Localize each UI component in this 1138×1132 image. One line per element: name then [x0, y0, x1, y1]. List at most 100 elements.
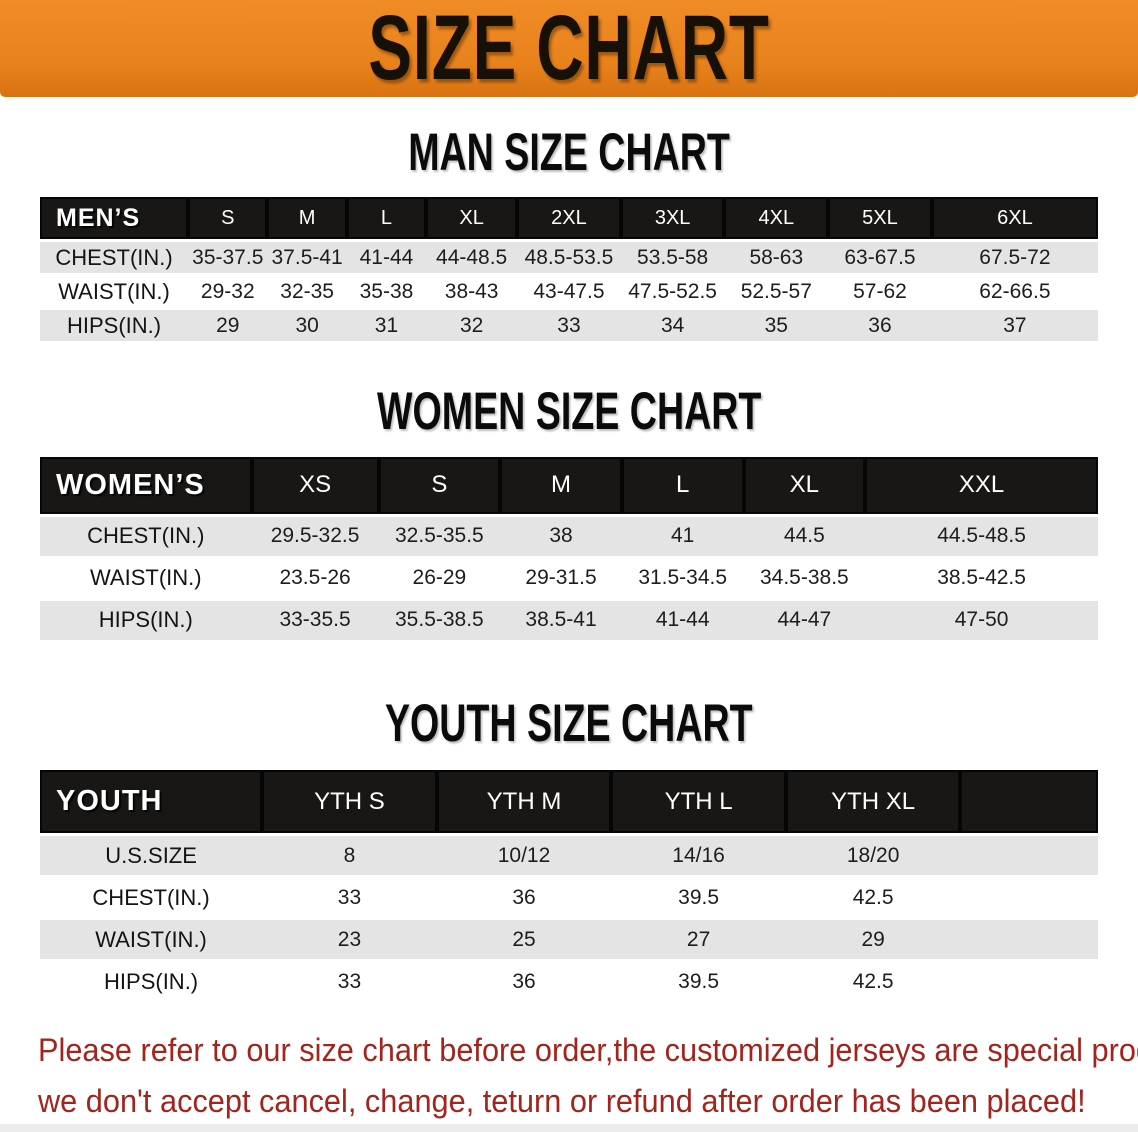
column-header: L: [346, 197, 427, 240]
table-cell: 48.5-53.5: [517, 242, 621, 274]
table-row: WAIST(IN.) 23.5-26 26-29 29-31.5 31.5-34.5 34…: [40, 558, 1098, 598]
men-section-title: MAN SIZE CHART: [0, 121, 1138, 182]
table-row: U.S.SIZE 8 10/12 14/16 18/20: [40, 836, 1098, 876]
table-row: WAIST(IN.) 23 25 27 29: [40, 920, 1098, 960]
table-cell: 35-37.5: [188, 242, 268, 274]
column-header: YTH S: [262, 770, 437, 834]
column-header: M: [500, 456, 622, 514]
table-row: WAIST(IN.) 29-32 32-35 35-38 38-43 43-47.5 47.…: [40, 276, 1098, 308]
table-row: HIPS(IN.) 33-35.5 35.5-38.5 38.5-41 41-44 44-…: [40, 600, 1098, 640]
column-header: S: [378, 456, 501, 514]
banner: SIZE CHART: [0, 0, 1138, 99]
column-header: XL: [743, 456, 866, 514]
column-header: 4XL: [724, 197, 829, 240]
row-label: CHEST(IN.): [40, 516, 252, 556]
filler-cell: [960, 770, 1098, 834]
table-cell: 38.5-41: [500, 600, 622, 640]
row-label: U.S.SIZE: [40, 836, 263, 876]
table-cell: 32.5-35.5: [378, 516, 501, 556]
youth-section-title: YOUTH SIZE CHART: [0, 692, 1138, 752]
table-row: CHEST(IN.) 33 36 39.5 42.5: [40, 878, 1098, 918]
table-cell: 47-50: [865, 600, 1098, 640]
table-cell: 23.5-26: [251, 558, 379, 598]
table-cell: 57-62: [828, 276, 932, 308]
table-cell: 27: [611, 920, 786, 960]
table-cell: 33: [262, 878, 437, 918]
row-label: WAIST(IN.): [40, 276, 189, 308]
table-cell: 44.5-48.5: [865, 516, 1098, 556]
row-label: CHEST(IN.): [40, 242, 189, 274]
table-cell: 38: [500, 516, 622, 556]
table-cell: 29.5-32.5: [251, 516, 379, 556]
table-cell: 32: [426, 310, 518, 342]
men-size-table: MEN’S S M L XL 2XL 3XL 4XL 5XL 6XL CHEST(IN.) 35-…: [40, 194, 1098, 344]
table-cell: 25: [436, 920, 612, 960]
table-cell: 32-35: [267, 276, 347, 308]
table-cell: 35: [724, 310, 829, 342]
table-cell: 53.5-58: [620, 242, 725, 274]
men-table-corner-label: MEN’S: [40, 197, 189, 240]
table-cell: 35-38: [346, 276, 427, 308]
row-label: WAIST(IN.): [40, 920, 263, 960]
table-cell: 47.5-52.5: [620, 276, 725, 308]
women-table-corner-label: WOMEN’S: [40, 456, 252, 514]
row-label: HIPS(IN.): [40, 600, 252, 640]
column-header: YTH L: [611, 770, 786, 834]
table-cell: 43-47.5: [517, 276, 621, 308]
youth-section-title-text: YOUTH SIZE CHART: [385, 692, 753, 752]
page-title: SIZE CHART: [368, 0, 770, 99]
column-header: M: [267, 197, 347, 240]
table-cell: 38.5-42.5: [865, 558, 1098, 598]
table-cell: 63-67.5: [828, 242, 932, 274]
column-header: 3XL: [620, 197, 725, 240]
table-cell: 41: [621, 516, 744, 556]
table-cell: 44-48.5: [426, 242, 518, 274]
table-cell: 29-32: [188, 276, 268, 308]
filler-cell: [960, 920, 1098, 960]
table-cell: 29-31.5: [500, 558, 622, 598]
table-cell: 18/20: [785, 836, 961, 876]
table-cell: 44-47: [743, 600, 866, 640]
filler-cell: [960, 878, 1098, 918]
youth-section: YOUTH SIZE CHART YOUTH YTH S YTH M YTH L YT…: [0, 692, 1138, 1004]
table-cell: 31: [346, 310, 427, 342]
row-label: CHEST(IN.): [40, 878, 263, 918]
youth-table-corner-label: YOUTH: [40, 770, 263, 834]
row-label: HIPS(IN.): [40, 962, 263, 1002]
disclaimer-line-1: Please refer to our size chart before or…: [38, 1032, 1138, 1069]
filler-cell: [960, 962, 1098, 1002]
table-cell: 41-44: [621, 600, 744, 640]
table-cell: 10/12: [436, 836, 612, 876]
men-section-title-text: MAN SIZE CHART: [408, 121, 730, 182]
table-cell: 30: [267, 310, 347, 342]
table-cell: 52.5-57: [724, 276, 829, 308]
table-cell: 39.5: [611, 878, 786, 918]
filler-cell: [960, 836, 1098, 876]
table-cell: 33-35.5: [251, 600, 379, 640]
youth-table-header-row: YOUTH YTH S YTH M YTH L YTH XL: [40, 770, 1098, 834]
table-row: CHEST(IN.) 35-37.5 37.5-41 41-44 44-48.5 48.5…: [40, 242, 1098, 274]
table-cell: 42.5: [785, 962, 961, 1002]
table-cell: 33: [262, 962, 437, 1002]
table-cell: 42.5: [785, 878, 961, 918]
women-size-table: WOMEN’S XS S M L XL XXL CHEST(IN.) 29.5-32.5 32…: [40, 454, 1098, 643]
table-row: HIPS(IN.) 29 30 31 32 33 34 35 36 37: [40, 310, 1098, 342]
bottom-strip: [0, 1124, 1138, 1132]
table-cell: 41-44: [346, 242, 427, 274]
table-cell: 36: [828, 310, 932, 342]
table-cell: 37: [931, 310, 1098, 342]
disclaimer: Please refer to our size chart before or…: [38, 1030, 1138, 1122]
table-cell: 35.5-38.5: [378, 600, 501, 640]
column-header: YTH M: [436, 770, 612, 834]
table-cell: 36: [436, 962, 612, 1002]
column-header: YTH XL: [785, 770, 961, 834]
column-header: L: [621, 456, 744, 514]
women-section-title-text: WOMEN SIZE CHART: [376, 381, 762, 441]
column-header: 6XL: [931, 197, 1098, 240]
table-cell: 36: [436, 878, 612, 918]
row-label: WAIST(IN.): [40, 558, 252, 598]
table-cell: 8: [262, 836, 437, 876]
table-cell: 37.5-41: [267, 242, 347, 274]
women-section-title: WOMEN SIZE CHART: [0, 381, 1138, 441]
